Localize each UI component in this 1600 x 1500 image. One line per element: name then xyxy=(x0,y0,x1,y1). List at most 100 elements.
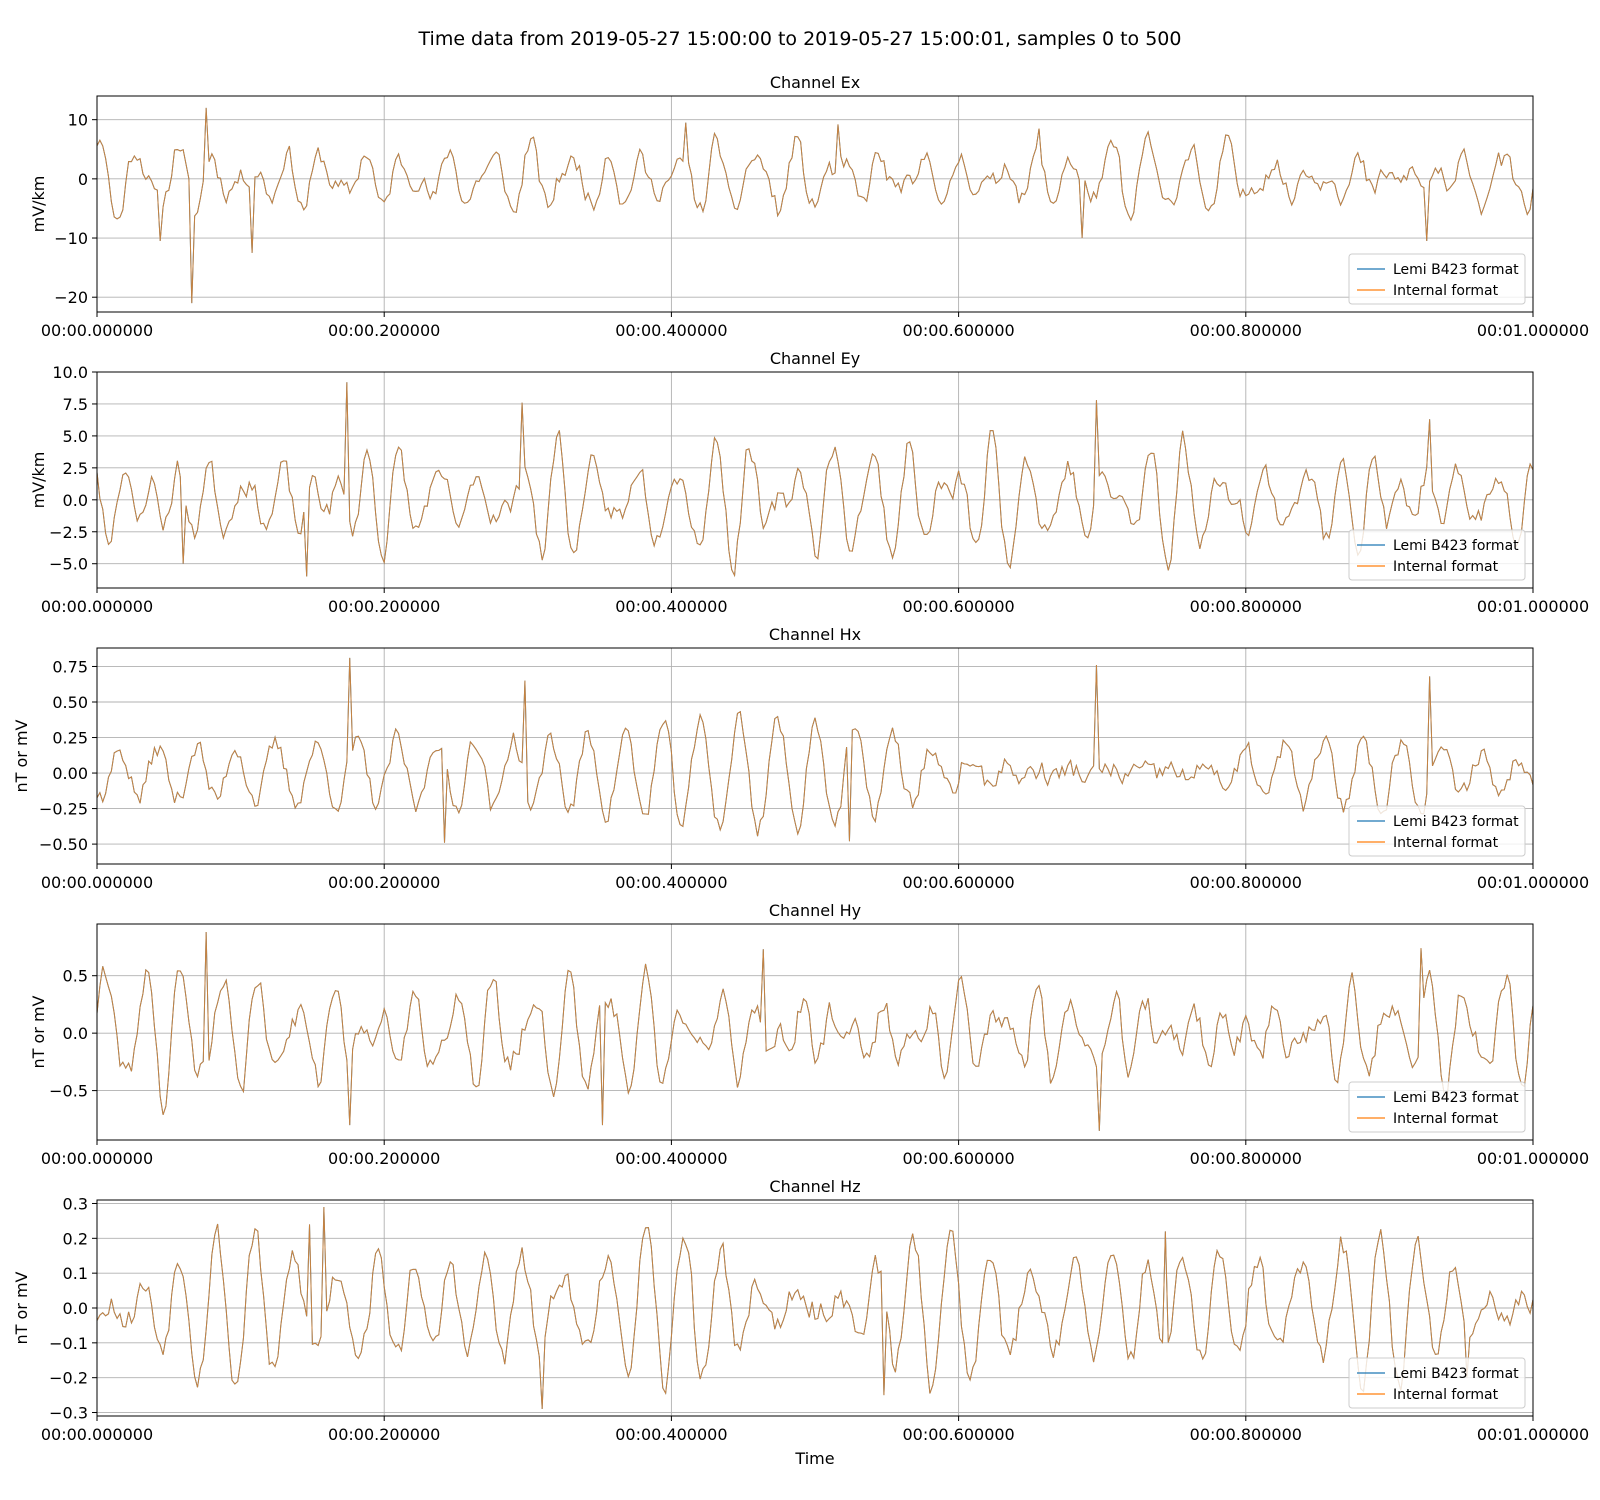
series-line-internal xyxy=(96,657,1534,843)
x-tick-label: 00:00.800000 xyxy=(1190,1149,1302,1168)
y-tick-label: 0.0 xyxy=(63,1299,88,1318)
x-tick-label: 00:00.200000 xyxy=(328,597,440,616)
axes-frame xyxy=(96,923,1534,1141)
legend-entry: Internal format xyxy=(1393,1387,1499,1403)
y-tick-label: −0.25 xyxy=(39,800,88,819)
y-tick-label: 10 xyxy=(68,111,88,130)
x-tick-label: 00:00.600000 xyxy=(902,1149,1014,1168)
legend: Lemi B423 format Internal format xyxy=(1348,1081,1526,1133)
panel-title: Channel Hx xyxy=(769,625,861,644)
x-tick-label: 00:00.800000 xyxy=(1190,873,1302,892)
x-tick-label: 00:00.000000 xyxy=(41,873,153,892)
panel-channel-ey: Channel Ey 00:00.000000 00:00.200000 00:00.… xyxy=(29,349,1589,616)
panel-title: Channel Hz xyxy=(769,1177,860,1196)
y-tick-label: 0.0 xyxy=(63,491,88,510)
y-tick-label: −0.50 xyxy=(39,835,88,854)
y-axis-label: mV/km xyxy=(29,176,48,233)
y-tick-label: −5.0 xyxy=(49,555,88,574)
y-tick-label: 5.0 xyxy=(63,427,88,446)
x-tick-label: 00:00.400000 xyxy=(615,597,727,616)
series-line-internal xyxy=(96,107,1534,304)
x-tick-label: 00:00.600000 xyxy=(902,321,1014,340)
y-tick-label: −20 xyxy=(54,288,88,307)
y-tick-label: 0.50 xyxy=(52,693,88,712)
x-tick-label: 00:00.000000 xyxy=(41,1425,153,1444)
legend: Lemi B423 format Internal format xyxy=(1348,805,1526,857)
x-tick-label: 00:01.000000 xyxy=(1477,597,1589,616)
legend-entry: Internal format xyxy=(1393,1111,1499,1127)
x-tick-label: 00:00.400000 xyxy=(615,321,727,340)
y-axis-label: nT or mV xyxy=(12,1271,31,1344)
x-axis-label: Time xyxy=(794,1449,834,1468)
legend-entry: Internal format xyxy=(1393,835,1499,851)
panel-channel-hy: Channel Hy 00:00.000000 00:00.200000 00:00.… xyxy=(29,901,1589,1168)
legend-box xyxy=(1348,253,1526,305)
x-tick-label: 00:00.600000 xyxy=(902,873,1014,892)
legend-entry: Internal format xyxy=(1393,559,1499,575)
y-tick-label: −0.3 xyxy=(49,1404,88,1423)
legend-entry: Internal format xyxy=(1393,283,1499,299)
x-tick-label: 00:00.600000 xyxy=(902,1425,1014,1444)
x-tick-label: 00:01.000000 xyxy=(1477,1425,1589,1444)
x-tick-label: 00:00.400000 xyxy=(615,873,727,892)
x-tick-label: 00:00.000000 xyxy=(41,1149,153,1168)
panel-title: Channel Hy xyxy=(769,901,861,920)
x-tick-label: 00:00.800000 xyxy=(1190,1425,1302,1444)
y-tick-label: 0.25 xyxy=(52,729,88,748)
legend-entry: Lemi B423 format xyxy=(1393,262,1519,278)
y-tick-label: −10 xyxy=(54,229,88,248)
legend-box xyxy=(1348,805,1526,857)
y-axis-label: nT or mV xyxy=(12,719,31,792)
legend: Lemi B423 format Internal format xyxy=(1348,253,1526,305)
legend-box xyxy=(1348,1081,1526,1133)
axes-frame xyxy=(96,371,1534,589)
y-tick-label: 0.75 xyxy=(52,657,88,676)
y-tick-label: −2.5 xyxy=(49,523,88,542)
y-tick-label: 0.2 xyxy=(63,1229,88,1248)
y-tick-label: 10.0 xyxy=(52,363,88,382)
y-tick-label: 0.5 xyxy=(63,967,88,986)
legend-box xyxy=(1348,529,1526,581)
y-tick-label: 0 xyxy=(78,170,88,189)
y-tick-label: −0.1 xyxy=(49,1334,88,1353)
y-tick-label: −0.2 xyxy=(49,1369,88,1388)
legend-entry: Lemi B423 format xyxy=(1393,538,1519,554)
panels: Channel Ex 00:00.000000 00:00.200000 00:00.… xyxy=(12,73,1589,1468)
legend: Lemi B423 format Internal format xyxy=(1348,1357,1526,1409)
panel-title: Channel Ex xyxy=(770,73,860,92)
y-tick-label: 0.0 xyxy=(63,1024,88,1043)
x-tick-label: 00:00.800000 xyxy=(1190,597,1302,616)
series-line-internal xyxy=(96,382,1534,578)
y-tick-label: 7.5 xyxy=(63,395,88,414)
figure-title: Time data from 2019-05-27 15:00:00 to 20… xyxy=(418,28,1182,50)
y-axis-label: nT or mV xyxy=(29,995,48,1068)
y-tick-label: 2.5 xyxy=(63,459,88,478)
panel-title: Channel Ey xyxy=(770,349,860,368)
legend-entry: Lemi B423 format xyxy=(1393,1366,1519,1382)
y-tick-label: 0.00 xyxy=(52,764,88,783)
axes-frame xyxy=(96,647,1534,865)
series-line-internal xyxy=(96,932,1534,1131)
panel-channel-hz: Channel Hz 00:00.000000 00:00.200000 00:00.… xyxy=(12,1177,1589,1468)
x-tick-label: 00:00.400000 xyxy=(615,1425,727,1444)
y-tick-label: 0.3 xyxy=(63,1194,88,1213)
x-tick-label: 00:00.200000 xyxy=(328,873,440,892)
x-tick-label: 00:00.200000 xyxy=(328,321,440,340)
panel-channel-ex: Channel Ex 00:00.000000 00:00.200000 00:00.… xyxy=(29,73,1589,340)
legend-box xyxy=(1348,1357,1526,1409)
legend-entry: Lemi B423 format xyxy=(1393,814,1519,830)
y-axis-label: mV/km xyxy=(29,452,48,509)
legend-entry: Lemi B423 format xyxy=(1393,1090,1519,1106)
x-tick-label: 00:00.600000 xyxy=(902,597,1014,616)
axes-frame xyxy=(96,95,1534,313)
x-tick-label: 00:00.400000 xyxy=(615,1149,727,1168)
x-tick-label: 00:01.000000 xyxy=(1477,873,1589,892)
x-tick-label: 00:00.200000 xyxy=(328,1425,440,1444)
y-tick-label: 0.1 xyxy=(63,1264,88,1283)
legend: Lemi B423 format Internal format xyxy=(1348,529,1526,581)
x-tick-label: 00:01.000000 xyxy=(1477,321,1589,340)
panel-channel-hx: Channel Hx 00:00.000000 00:00.200000 00:00.… xyxy=(12,625,1589,892)
series-line-internal xyxy=(96,1206,1534,1410)
